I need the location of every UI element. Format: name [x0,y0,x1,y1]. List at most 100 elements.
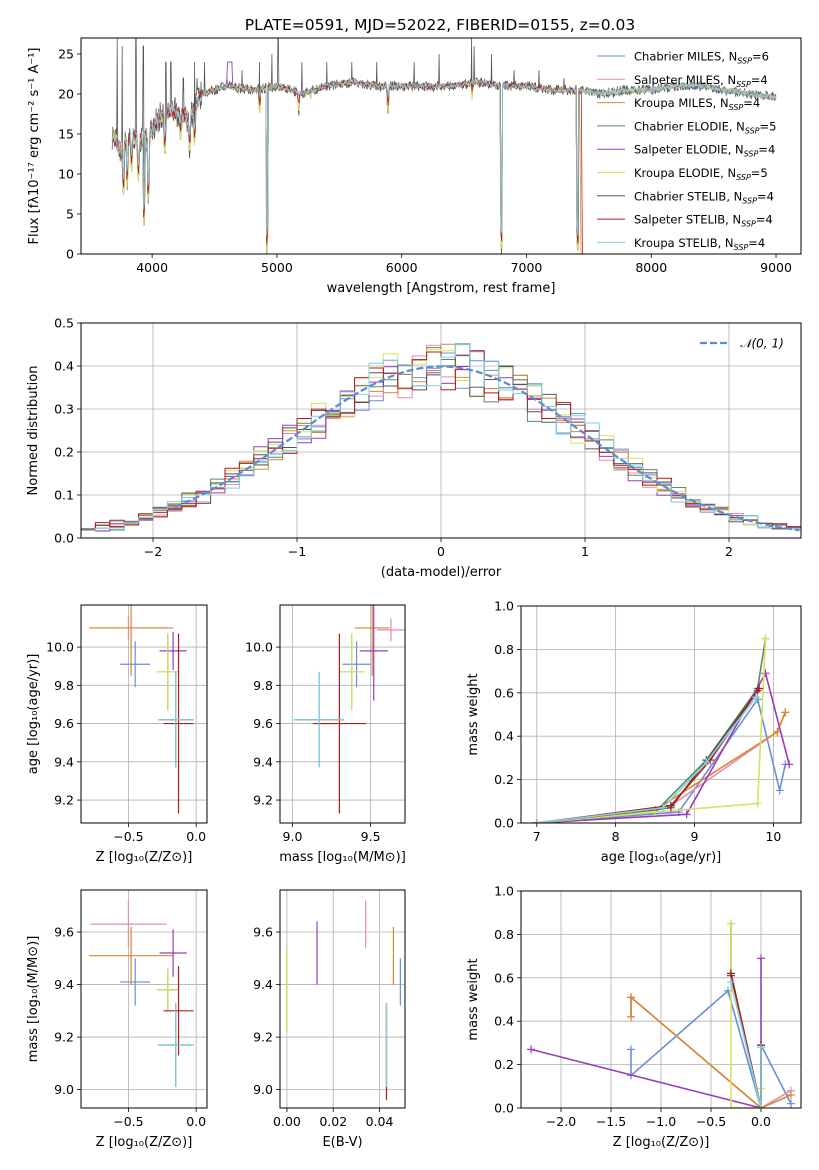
errorbar-point [163,966,194,1056]
y-tick-label: 25 [58,47,74,62]
errorbar-point [294,671,345,768]
y-tick-label: 10.0 [245,640,273,655]
axes-frame [279,889,406,1109]
y-tick-label: 20 [58,87,74,102]
legend-entry-sub: SSP [736,80,751,89]
y-tick-label: 15 [58,127,74,142]
chart-mass-vs-Z: −0.5 0.0 9.0 9.2 9.4 9.6 Z [log₁₀(Z/Z⊙)] mass [… [26,889,208,1150]
legend-entry-tail: =4 [751,73,768,87]
chart-mass-weight-vs-Z: −2.0 −1.5 −1.0 −0.5 0.0 0.0 0.2 0.4 0.6 0.8 1.0 Z [… [466,884,802,1150]
x-axis-label: age [log₁₀(age/yr)] [601,850,722,865]
axes-frame [279,604,406,824]
series-point [775,786,784,795]
x-tick-label: 6000 [386,260,418,275]
plot-area [286,900,401,1101]
legend-entry-base: Chabrier STELIB, N [634,189,742,203]
x-tick-label: 0.0 [186,829,206,844]
series-point [753,799,762,808]
x-tick-label: 0 [437,544,445,559]
legend-entry-sub: SSP [736,173,751,182]
y-tick-label: 1.0 [494,599,514,614]
grid-lines [81,890,207,1108]
axes: −0.5 0.0 9.2 9.4 9.6 9.8 10.0 Z [log₁₀(Z/Z⊙)] ag… [26,604,208,865]
y-tick-label: 0.4 [494,1014,514,1029]
x-tick-label: −0.5 [696,1114,726,1129]
legend-entry-base: Salpeter MILES, N [634,73,736,87]
legend-entry-sub: SSP [734,243,749,252]
series-point [627,1012,635,1021]
y-tick-label: 9.4 [54,977,74,992]
y-tick-label: 0.2 [494,772,514,787]
errorbar-point [89,926,174,985]
axes: −2.0 −1.5 −1.0 −0.5 0.0 0.0 0.2 0.4 0.6 0.8 1.0 Z [… [466,884,802,1150]
x-tick-label: 9.0 [283,829,303,844]
legend: 𝒩(0, 1) [700,337,784,351]
y-tick-label: 9.4 [54,754,74,769]
x-tick-label: 7 [533,829,541,844]
legend-entry: Salpeter MILES, NSSP=4 [634,73,768,89]
y-tick-label: 9.4 [253,977,273,992]
series-point [727,919,735,928]
errorbar-point [376,618,405,642]
series-line [536,638,767,823]
errorbar-point [159,631,187,671]
y-tick-label: 9.8 [54,678,74,693]
series-line [536,690,759,823]
y-tick-label: 10.0 [46,640,74,655]
legend-entry-base: Salpeter ELODIE, N [634,143,744,157]
x-tick-label: 1 [581,544,589,559]
legend-entry: Chabrier ELODIE, NSSP=5 [634,119,776,135]
legend-entry-tail: =4 [757,189,774,203]
legend-entry-base: Kroupa MILES, N [634,96,729,110]
series-line [530,958,762,1108]
x-axis-label: wavelength [Angstrom, rest frame] [327,281,556,296]
series-point [781,708,790,717]
legend-entry-tail: =4 [756,213,773,227]
errorbar-point [339,633,365,711]
legend-entry: Salpeter ELODIE, NSSP=4 [634,143,775,159]
legend-entry-base: Chabrier MILES, N [634,50,737,64]
y-tick-label: 9.6 [253,716,273,731]
x-tick-label: 5000 [261,260,293,275]
x-tick-label: 2 [725,544,733,559]
legend-entry: Chabrier STELIB, NSSP=4 [634,189,774,205]
errorbar-point [342,641,371,688]
series-point [727,978,735,987]
errorbar-point [156,633,179,711]
x-tick-label: −2 [144,544,162,559]
x-tick-label: 4000 [136,260,168,275]
x-tick-label: −0.5 [113,1114,143,1129]
legend-entry: Kroupa ELODIE, NSSP=5 [634,166,768,182]
axes-frame [520,605,802,824]
legend-entry-sub: SSP [742,196,757,205]
x-tick-label: −1.0 [646,1114,676,1129]
series-point [761,669,770,678]
y-tick-label: 0.3 [54,402,74,417]
errorbar-point [163,633,194,814]
y-tick-label: 9.4 [253,754,273,769]
legend-entry-sub: SSP [741,220,756,229]
axes-frame [80,889,208,1109]
series-point [761,634,770,643]
y-axis-label: Normed distribution [26,366,41,496]
errorbar-point [359,605,388,701]
axes: −2 −1 0 1 2 0.0 0.1 0.2 0.3 0.4 0.5 (data-model)/er… [26,316,802,580]
x-tick-label: 10 [765,829,781,844]
series-point [752,693,761,702]
y-tick-label: 9.6 [54,716,74,731]
errorbar-point [312,633,366,814]
series-point [757,954,765,963]
legend-entry-base: Chabrier ELODIE, N [634,119,745,133]
plot-area [294,605,405,814]
y-tick-label: 5 [66,207,74,222]
y-tick-label: 0 [66,247,74,262]
y-tick-label: 9.6 [253,925,273,940]
x-axis-label: (data-model)/error [381,565,502,580]
y-tick-label: 9.2 [253,793,273,808]
grid-lines [521,890,801,1109]
series-point [532,819,541,823]
plot-area [89,900,194,1087]
legend-entry: Kroupa STELIB, NSSP=4 [634,236,765,252]
chart-mass-vs-EBV: 0.00 0.02 0.04 9.0 9.2 9.4 9.6 E(B-V) [253,889,406,1150]
x-tick-label: 7000 [511,260,543,275]
